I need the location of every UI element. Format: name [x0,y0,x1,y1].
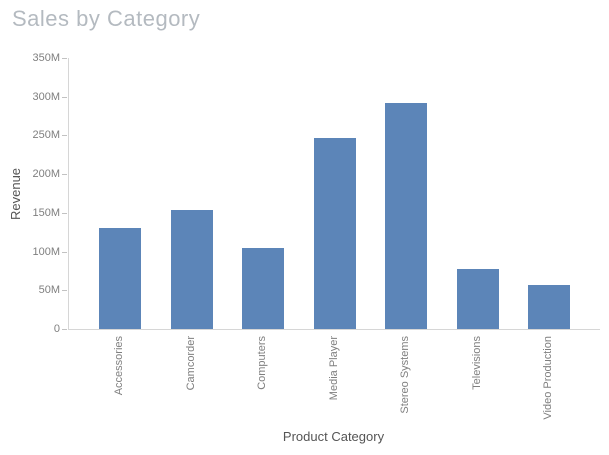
x-category-label: Media Player [327,336,340,401]
y-tick-mark [62,212,67,214]
bar-camcorder [170,210,213,329]
bar-computers [242,248,284,329]
y-tick-mark [62,290,67,292]
y-tick-label: 200M [32,168,60,181]
y-tick-mark [62,135,67,137]
bar-televisions [456,269,499,329]
x-category-label: Video Production [542,336,554,420]
x-axis-title: Product Category [282,429,385,444]
x-category-label: Accessories [113,336,125,396]
y-tick-mark [62,329,67,330]
x-category-label: Computers [256,336,268,390]
bar-video-production [528,285,570,329]
x-category-label: Camcorder [184,336,197,391]
y-tick-mark [62,58,67,59]
y-tick-mark [62,96,67,98]
y-tick-label: 250M [32,129,60,142]
y-tick-label: 150M [32,206,60,219]
bar-accessories [99,228,141,329]
y-tick-label: 0 [53,323,60,335]
plot-area [68,58,600,330]
chart-title: Sales by Category [12,6,201,31]
y-tick-label: 350M [32,52,60,64]
y-tick-mark [62,174,67,176]
y-tick-label: 300M [32,90,60,103]
x-category-label: Televisions [470,336,483,390]
y-tick-label: 50M [38,284,60,297]
bar-stereo-systems [385,103,427,329]
y-tick-label: 100M [32,245,60,258]
bar-media-player [313,138,356,329]
y-tick-mark [62,251,67,253]
x-category-label: Stereo Systems [399,336,411,414]
